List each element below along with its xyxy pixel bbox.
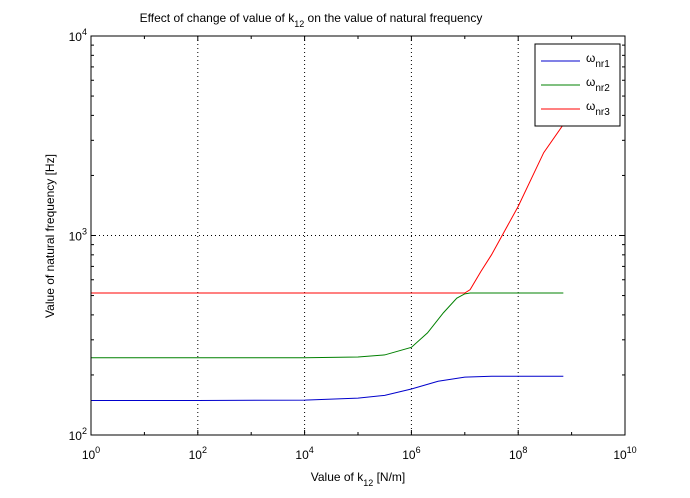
series-line-nr3 [91, 124, 564, 294]
legend-label-nr3: ωnr3 [586, 99, 610, 118]
legend: ωnr1 ωnr2 ωnr3 [534, 43, 621, 127]
x-tick-label: 106 [402, 445, 420, 462]
x-axis-label: Value of k12 [N/m] [311, 470, 406, 488]
x-tick-label: 100 [82, 445, 100, 462]
major-ticks [90, 35, 626, 436]
y-tick-label: 102 [69, 426, 87, 443]
legend-label-nr1: ωnr1 [586, 51, 610, 70]
legend-entries: ωnr1 ωnr2 ωnr3 [541, 51, 610, 118]
y-tick-label: 103 [69, 227, 87, 244]
x-tick-label: 102 [189, 445, 207, 462]
y-axis-label: Value of natural frequency [Hz] [43, 154, 57, 318]
x-axis-label-tail: [N/m] [373, 470, 405, 484]
grid-lines [91, 36, 625, 435]
chart-title: Effect of change of value of k12 on the … [140, 11, 483, 29]
series-line-nr2 [91, 292, 564, 359]
series-line-nr1 [91, 375, 564, 401]
chart-title-main: Effect of change of value of k [140, 11, 296, 25]
x-tick-label: 108 [509, 445, 527, 462]
chart-title-tail: on the value of natural frequency [304, 11, 482, 25]
y-tick-labels: 102 103 104 [69, 27, 87, 443]
x-tick-labels: 100 102 104 106 108 1010 [82, 445, 637, 462]
chart-title-sub: 12 [294, 19, 304, 29]
y-tick-label: 104 [69, 27, 87, 44]
legend-label-nr2: ωnr2 [586, 75, 610, 94]
x-axis-label-main: Value of k [311, 470, 364, 484]
x-tick-label: 1010 [613, 445, 636, 462]
series-lines [91, 124, 564, 401]
x-axis-label-sub: 12 [363, 478, 373, 488]
x-tick-label: 104 [295, 445, 313, 462]
